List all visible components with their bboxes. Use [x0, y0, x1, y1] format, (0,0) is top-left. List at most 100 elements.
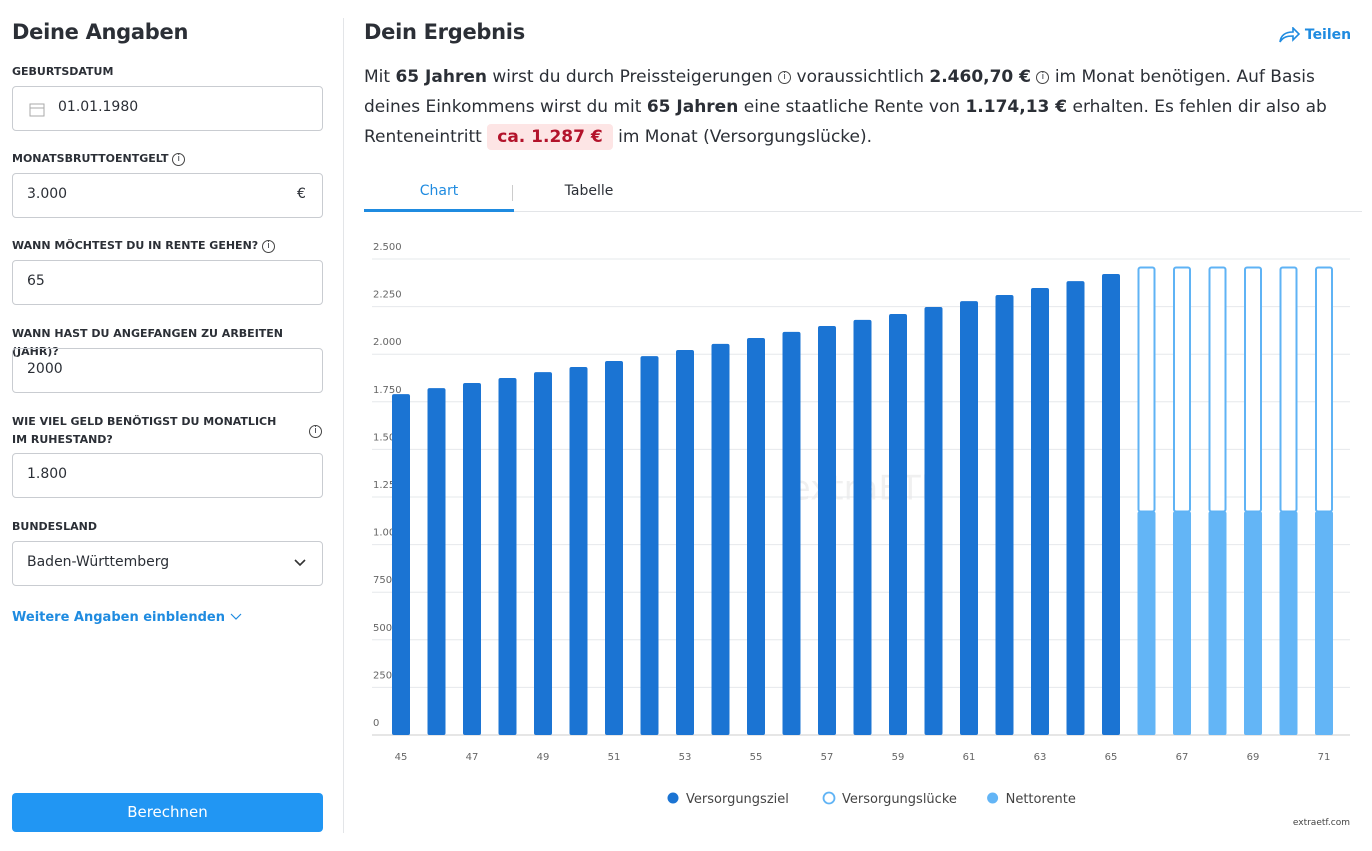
t: 1.174,13 € [965, 97, 1068, 117]
bar [782, 331, 801, 735]
legend-marker [667, 792, 679, 804]
date-input[interactable]: 01.01.1980 [12, 86, 323, 131]
result-title: Dein Ergebnis [364, 20, 525, 44]
bar [498, 378, 517, 735]
bar [889, 314, 907, 735]
x-tick-label: 53 [679, 752, 692, 763]
x-tick-label: 49 [537, 752, 550, 763]
bar [1244, 511, 1262, 735]
bar [1208, 266, 1227, 513]
gap-badge: ca. 1.287 € [487, 124, 613, 150]
field-label: WANN MÖCHTEST DU IN RENTE GEHEN? i [12, 237, 302, 255]
bar [534, 372, 552, 735]
tab-active[interactable]: Chart [419, 183, 459, 199]
result-text: Mit 65 Jahren wirst du durch Preissteige… [364, 62, 1364, 152]
bar [569, 366, 588, 735]
y-tick-label: 1.750 [373, 385, 402, 396]
age-input[interactable]: 65 [12, 260, 323, 305]
need-input[interactable]: 1.800 [12, 453, 323, 498]
field-label: MONATSBRUTTOENTGELT i [12, 150, 302, 168]
bar [676, 350, 694, 735]
share-icon [1279, 26, 1301, 43]
bar [995, 294, 1014, 735]
info-icon[interactable]: i [172, 152, 186, 166]
y-tick-label: 250 [373, 670, 392, 681]
x-tick-label: 61 [963, 752, 976, 763]
bar [1173, 511, 1191, 735]
bar [463, 382, 481, 735]
field-label: WIE VIEL GELD BENÖTIGST DU MONATLICH IM … [12, 415, 277, 446]
bar [1137, 266, 1156, 513]
more-link[interactable]: Weitere Angaben einblenden [12, 610, 242, 625]
y-tick-label: 1.000 [373, 528, 402, 539]
y-tick-label: 2.500 [373, 242, 402, 253]
info-icon[interactable]: i [262, 239, 275, 253]
x-tick-label: 69 [1247, 752, 1260, 763]
chevron [294, 559, 306, 567]
calc-button[interactable]: Berechnen [12, 793, 323, 832]
field-value: 01.01.1980 [58, 99, 139, 115]
bar [640, 356, 659, 735]
state-select[interactable]: Baden-Württemberg [12, 541, 323, 586]
share-text: Teilen [1304, 27, 1352, 43]
y-tick-label: 750 [373, 575, 392, 586]
x-tick-label: 59 [892, 752, 905, 763]
bar [1315, 511, 1333, 735]
share-button[interactable]: Teilen [1278, 26, 1352, 43]
bar [1102, 274, 1120, 735]
x-tick-label: 63 [1034, 752, 1047, 763]
y-tick-label: 1.250 [373, 480, 402, 491]
y-tick-label: 500 [373, 623, 392, 634]
t: 65 Jahren [646, 97, 739, 117]
tab-sep [512, 185, 513, 201]
link-text: Weitere Angaben einblenden [12, 610, 225, 625]
legend-marker [987, 792, 999, 804]
field-value: 65 [27, 273, 45, 289]
bar [1066, 281, 1085, 735]
bar [711, 343, 730, 735]
calendar-icon [29, 103, 45, 117]
x-tick-label: 45 [395, 752, 408, 763]
bar [1137, 511, 1156, 735]
y-tick-label: 2.250 [373, 290, 402, 301]
form-title: Deine Angaben [12, 20, 189, 44]
y-tick-label: 2.000 [373, 337, 402, 348]
field-value: 2000 [27, 361, 63, 377]
field-label: BUNDESLAND [12, 520, 97, 533]
bar [1031, 287, 1049, 735]
field-label: GEBURTSDATUM [12, 65, 114, 78]
t: eine staatliche Rente von [738, 97, 966, 117]
t: im Monat (Versorgungslücke). [612, 127, 873, 147]
t: im Monat benötigen. Auf Basis deines Ein… [364, 67, 1315, 117]
bar [818, 326, 836, 735]
x-tick-label: 65 [1105, 752, 1118, 763]
bar [1208, 511, 1227, 735]
salary-input[interactable]: 3.000 € [12, 173, 323, 218]
tab-underline [364, 209, 514, 212]
bar [1279, 511, 1298, 735]
label-text: MONATSBRUTTOENTGELT [12, 152, 169, 165]
bar [1279, 266, 1298, 513]
year-input[interactable]: 2000 [12, 348, 323, 393]
tab[interactable]: Tabelle [564, 183, 614, 199]
legend-marker [822, 791, 836, 805]
legend-label: Nettorente [1006, 792, 1076, 807]
info-icon[interactable]: i [309, 425, 322, 438]
label-text: WANN MÖCHTEST DU IN RENTE GEHEN? [12, 239, 259, 252]
bar [605, 361, 623, 735]
bar [960, 301, 978, 735]
footer: extraetf.com [1292, 818, 1350, 828]
info-icon[interactable]: i [778, 70, 792, 84]
x-tick-label: 55 [750, 752, 763, 763]
bar [1244, 266, 1262, 513]
legend-label: Versorgungslücke [842, 792, 957, 807]
field-unit: € [297, 186, 306, 202]
divider [343, 18, 344, 833]
t: Mit [364, 67, 396, 87]
chevron [230, 613, 241, 620]
info-icon[interactable]: i [1036, 70, 1050, 84]
bar [392, 394, 410, 735]
field-value: 3.000 [27, 186, 68, 202]
